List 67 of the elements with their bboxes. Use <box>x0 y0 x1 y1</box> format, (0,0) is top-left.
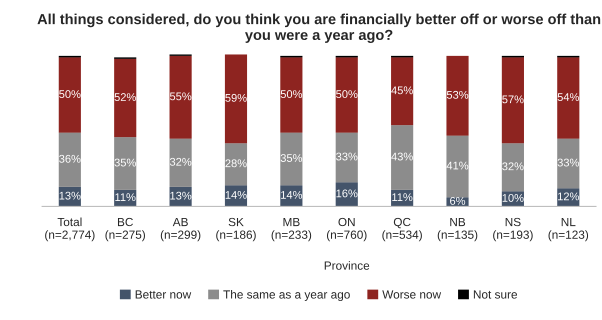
bar <box>336 132 358 182</box>
legend-label: Not sure <box>474 290 518 299</box>
text: Province <box>324 261 370 270</box>
data-label: 33% <box>336 152 358 160</box>
bar <box>114 58 136 138</box>
data-label: 35% <box>114 158 136 166</box>
data-label: 6% <box>450 197 466 205</box>
data-label: 50% <box>59 90 81 98</box>
data-label: 55% <box>170 92 192 100</box>
bar <box>58 132 81 187</box>
bar <box>336 57 358 133</box>
bar <box>280 57 302 133</box>
bar <box>557 138 580 188</box>
x-tick-label: Total (n=2,774) <box>45 218 95 242</box>
data-label: 28% <box>225 159 247 168</box>
data-label: 12% <box>558 192 580 200</box>
legend-label: The same as a year ago <box>223 290 350 301</box>
bar <box>336 182 358 206</box>
data-label: 54% <box>558 93 580 102</box>
bar <box>557 57 580 139</box>
data-label: 53% <box>446 90 468 99</box>
data-label: 16% <box>336 189 358 198</box>
bar <box>391 57 414 126</box>
data-label: 43% <box>391 152 413 160</box>
data-label: 45% <box>391 86 413 94</box>
bar <box>502 143 524 192</box>
data-label: 50% <box>280 90 302 98</box>
data-label: 13% <box>170 192 192 200</box>
data-label: 11% <box>115 193 136 202</box>
x-tick-label: MB (n=233) <box>272 218 312 242</box>
data-label: 32% <box>170 158 192 166</box>
legend-label: Better now <box>136 290 192 299</box>
bar <box>224 54 248 144</box>
x-tick-label: NB (n=135) <box>438 218 478 242</box>
bar <box>224 143 248 186</box>
bar <box>170 56 192 139</box>
data-label: 35% <box>280 154 302 162</box>
data-label: 52% <box>114 93 136 102</box>
x-tick-label: NL (n=123) <box>548 218 588 242</box>
data-label: 10% <box>502 194 524 202</box>
data-label: 32% <box>502 162 524 170</box>
bar <box>114 137 136 190</box>
data-label: 59% <box>225 94 247 102</box>
data-label: 14% <box>226 191 247 199</box>
data-label: 11% <box>392 193 412 202</box>
data-label: 33% <box>558 158 580 166</box>
data-label: 50% <box>336 90 358 98</box>
bar <box>58 57 81 133</box>
bar <box>502 57 524 144</box>
data-label: 57% <box>502 95 524 104</box>
bar <box>170 138 192 187</box>
bar <box>446 56 469 136</box>
bar <box>446 136 469 198</box>
data-label: 36% <box>59 154 81 163</box>
data-label: 13% <box>60 192 81 200</box>
data-label: 41% <box>446 162 468 170</box>
x-tick-label: BC (n=275) <box>105 218 145 242</box>
chart-title: All things considered, do you think you are financially better off or worse off than you were a year ago? <box>37 14 600 43</box>
x-tick-label: NS (n=193) <box>493 218 533 242</box>
legend-label: Worse now <box>382 290 442 299</box>
bar <box>280 132 302 186</box>
x-tick-label: QC (n=534) <box>382 218 422 242</box>
data-label: 14% <box>281 191 302 199</box>
bar <box>391 125 414 190</box>
x-tick-label: AB (n=299) <box>160 218 200 242</box>
x-tick-label: ON (n=760) <box>326 218 367 242</box>
x-tick-label: SK (n=186) <box>216 218 256 242</box>
